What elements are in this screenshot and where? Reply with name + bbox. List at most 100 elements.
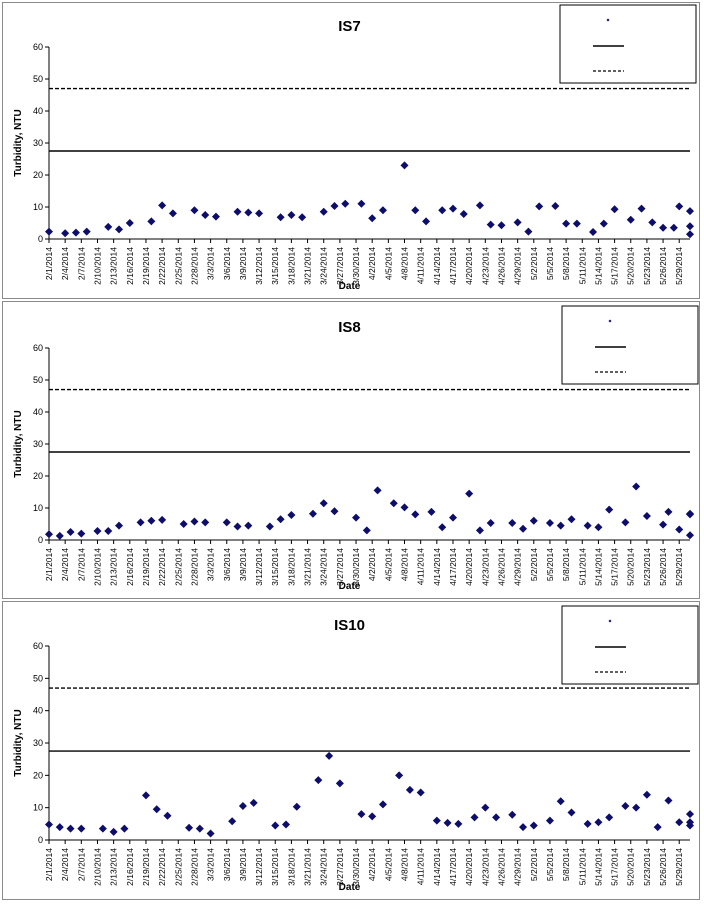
chart-svg-is7: IS7 0 10 20 30 40 50 60 2/1/2014 2/4/2014 2/7/2014… [13, 4, 697, 292]
data-point [61, 229, 70, 238]
data-point [368, 812, 377, 821]
data-point [115, 225, 124, 234]
x-tick-label: 2/28/2014 [189, 848, 199, 886]
data-point [535, 202, 544, 211]
x-tick-label: 4/29/2014 [513, 548, 523, 586]
x-tick-label: 5/23/2014 [642, 848, 652, 886]
x-tick-label: 3/3/2014 [206, 247, 216, 280]
x-tick-label: 3/18/2014 [286, 848, 296, 886]
x-tick-label: 5/2/2014 [529, 848, 539, 881]
data-point [104, 222, 113, 231]
x-tick-label: 4/26/2014 [496, 247, 506, 285]
x-tick-label: 2/25/2014 [173, 548, 183, 586]
x-tick-label: 3/30/2014 [351, 548, 361, 586]
x-tick-label: 5/8/2014 [561, 247, 571, 280]
x-tick-label: 2/10/2014 [92, 548, 102, 586]
data-point [448, 513, 457, 522]
x-tick-label: 3/24/2014 [319, 848, 329, 886]
x-tick-label: 3/12/2014 [254, 247, 264, 285]
x-tick-label: 4/2/2014 [367, 247, 377, 280]
x-tick-label: 2/19/2014 [141, 848, 151, 886]
data-point [77, 529, 86, 538]
data-point [519, 823, 528, 832]
x-tick-label: 4/29/2014 [513, 247, 523, 285]
y-tick-label: 10 [33, 503, 43, 513]
x-tick-label: 5/11/2014 [577, 548, 587, 585]
y-tick-label: 10 [33, 202, 43, 212]
x-tick-label: 2/4/2014 [60, 548, 70, 581]
data-point [519, 524, 528, 533]
x-tick-label: 5/23/2014 [642, 247, 652, 285]
x-tick-label: 3/24/2014 [319, 247, 329, 285]
data-point [486, 220, 495, 229]
x-tick-label: 3/9/2014 [238, 848, 248, 881]
data-point [470, 813, 479, 822]
x-tick-label: 5/29/2014 [674, 848, 684, 886]
x-tick-label: 5/29/2014 [674, 548, 684, 586]
data-point [357, 810, 366, 819]
x-axis-title: Date [339, 882, 361, 893]
data-point [222, 518, 231, 527]
x-tick-label: 3/30/2014 [351, 848, 361, 886]
data-point [675, 202, 684, 211]
x-tick-label: 3/18/2014 [286, 548, 296, 586]
data-point [583, 819, 592, 828]
x-tick-label: 3/15/2014 [270, 247, 280, 285]
chart-title-is7: IS7 [338, 18, 361, 35]
data-point [378, 206, 387, 215]
x-tick-label: 5/14/2014 [593, 548, 603, 586]
data-point [653, 823, 662, 832]
data-point [659, 520, 668, 529]
data-point [626, 215, 635, 224]
data-point [400, 161, 409, 170]
data-point [163, 811, 172, 820]
data-point [686, 207, 694, 216]
x-tick-label: 5/11/2014 [577, 848, 587, 885]
data-point [659, 223, 668, 232]
data-point [158, 201, 167, 210]
x-tick-label: 4/8/2014 [400, 848, 410, 881]
data-point [621, 518, 630, 527]
data-point [686, 509, 694, 518]
data-point [459, 210, 468, 219]
data-point [556, 521, 565, 530]
x-tick-label: 5/2/2014 [529, 548, 539, 581]
x-tick-label: 2/19/2014 [141, 247, 151, 285]
x-tick-label: 3/15/2014 [270, 548, 280, 586]
data-point [422, 217, 431, 226]
data-point [265, 522, 274, 531]
data-point [594, 818, 603, 827]
x-tick-label: 5/23/2014 [642, 548, 652, 586]
data-point [475, 526, 484, 535]
data-point [206, 829, 215, 838]
data-point [93, 527, 102, 536]
data-point [475, 201, 484, 210]
data-point [201, 211, 210, 219]
data-point [610, 205, 619, 214]
data-point [508, 519, 517, 528]
data-point [567, 515, 576, 524]
x-tick-label: 4/11/2014 [416, 848, 426, 885]
data-point [675, 525, 684, 534]
data-point [158, 515, 167, 524]
data-point [545, 816, 554, 825]
data-point [508, 810, 517, 819]
data-point [545, 519, 554, 528]
x-tick-label: 4/5/2014 [383, 848, 393, 881]
data-point [551, 202, 560, 211]
data-point [276, 213, 285, 222]
chart-svg-is10: IS10 0 10 20 30 40 50 60 2/1/2014 2/4/2014 2/7/201… [13, 605, 699, 893]
x-tick-label: 2/7/2014 [76, 848, 86, 881]
data-point [71, 228, 80, 237]
data-point [605, 505, 614, 514]
x-tick-label: 3/30/2014 [351, 247, 361, 285]
x-tick-label: 5/29/2014 [674, 247, 684, 285]
chart-title-is8: IS8 [338, 319, 361, 336]
x-tick-label: 2/1/2014 [44, 247, 54, 280]
x-tick-label: 5/26/2014 [658, 548, 668, 586]
x-tick-label: 2/25/2014 [173, 247, 183, 285]
x-tick-label: 3/21/2014 [303, 548, 313, 586]
x-tick-label: 2/10/2014 [92, 848, 102, 886]
x-tick-label: 4/11/2014 [416, 247, 426, 284]
data-point [109, 827, 118, 836]
